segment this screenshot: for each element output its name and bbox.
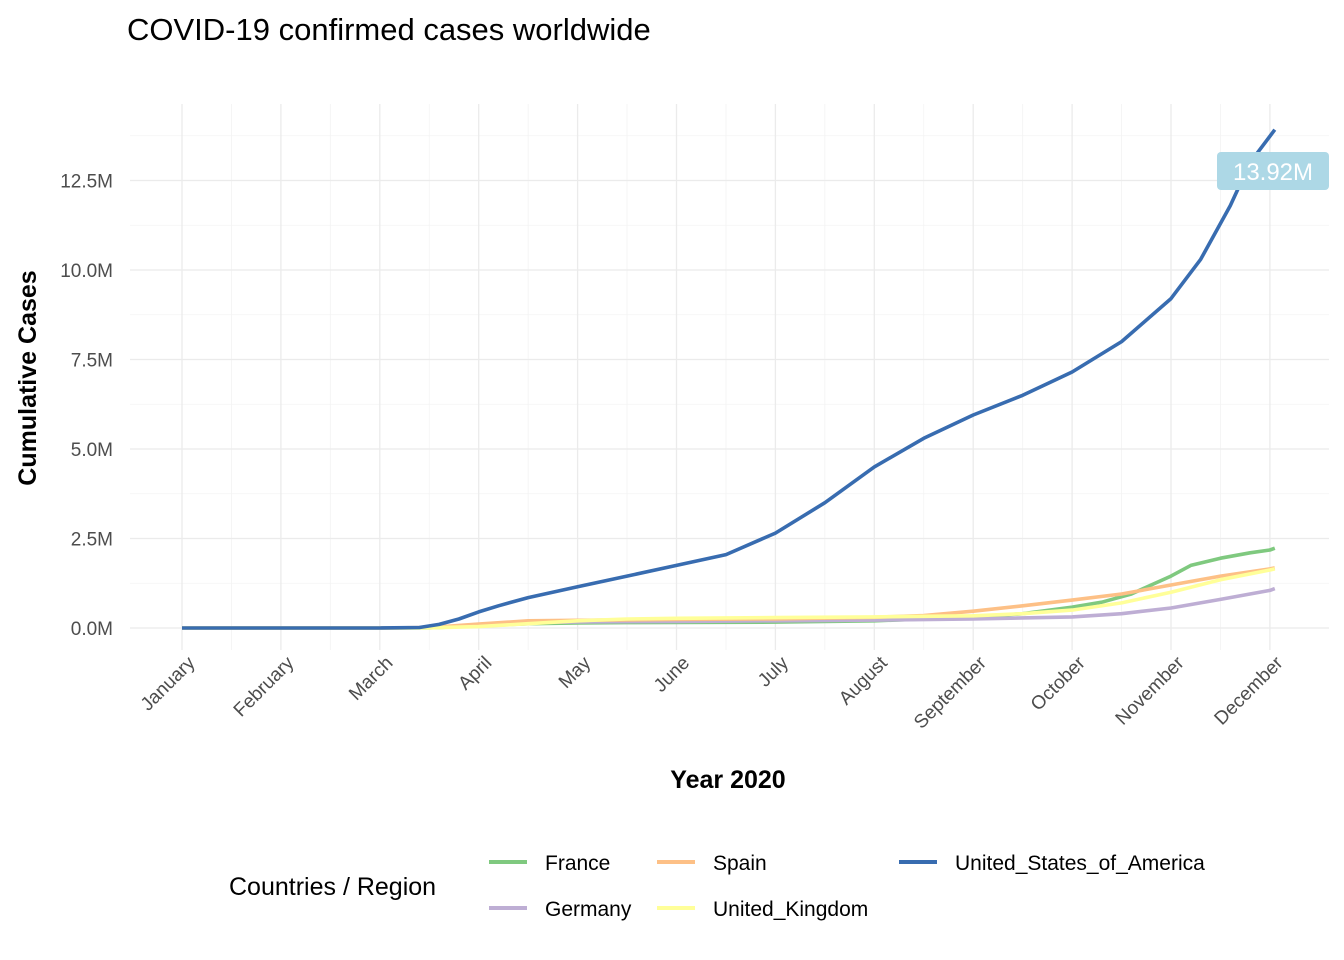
legend-item: France <box>489 852 610 875</box>
legend-items: France Germany Spain United_Kingdom United_S… <box>489 852 1205 921</box>
y-tick-label: 5.0M <box>71 440 113 461</box>
x-tick-label: September <box>910 652 991 733</box>
series-layer <box>182 128 1277 630</box>
legend-item: United_States_of_America <box>899 852 1205 875</box>
y-tick-label: 7.5M <box>71 351 113 372</box>
legend: Countries / Region France Germany Spain Uni… <box>229 852 1205 921</box>
legend-item: Spain <box>657 852 767 875</box>
x-tick-label: January <box>137 652 200 715</box>
legend-item: Germany <box>489 898 632 921</box>
legend-item: United_Kingdom <box>657 898 868 921</box>
y-axis-title: Cumulative Cases <box>14 270 42 485</box>
x-tick-label: April <box>455 653 497 695</box>
series-line-united_states_of_america <box>182 128 1277 630</box>
x-tick-label: February <box>230 652 299 721</box>
x-axis-ticks: January February March April May June July Augu… <box>137 652 1288 733</box>
x-tick-label: March <box>345 653 397 705</box>
y-tick-label: 2.5M <box>71 530 113 551</box>
legend-label: Germany <box>545 898 632 921</box>
x-tick-label: May <box>555 652 596 693</box>
x-tick-label: November <box>1112 652 1189 729</box>
x-tick-label: June <box>650 653 694 697</box>
x-tick-label: October <box>1027 652 1090 715</box>
y-tick-label: 10.0M <box>60 261 113 282</box>
legend-title: Countries / Region <box>229 873 436 901</box>
y-axis-ticks: 0.0M 2.5M 5.0M 7.5M 10.0M 12.5M <box>60 172 113 641</box>
x-axis-title: Year 2020 <box>670 766 785 794</box>
annotation-badge-background <box>1217 152 1329 190</box>
legend-label: France <box>545 852 610 875</box>
x-tick-label: August <box>835 652 892 709</box>
y-tick-label: 0.0M <box>71 619 113 640</box>
x-tick-label: July <box>754 652 793 691</box>
chart-title: COVID-19 confirmed cases worldwide <box>127 12 651 47</box>
legend-label: United_Kingdom <box>713 898 868 921</box>
annotation-badge: 13.92M <box>1217 152 1329 190</box>
grid-major <box>130 104 1329 650</box>
legend-label: Spain <box>713 852 767 875</box>
x-tick-label: December <box>1211 652 1288 729</box>
legend-label: United_States_of_America <box>955 852 1205 875</box>
y-tick-label: 12.5M <box>60 172 113 193</box>
grid-minor <box>130 104 1329 650</box>
series-line-united_kingdom <box>182 567 1276 630</box>
annotation-badge-label: 13.92M <box>1233 159 1313 186</box>
